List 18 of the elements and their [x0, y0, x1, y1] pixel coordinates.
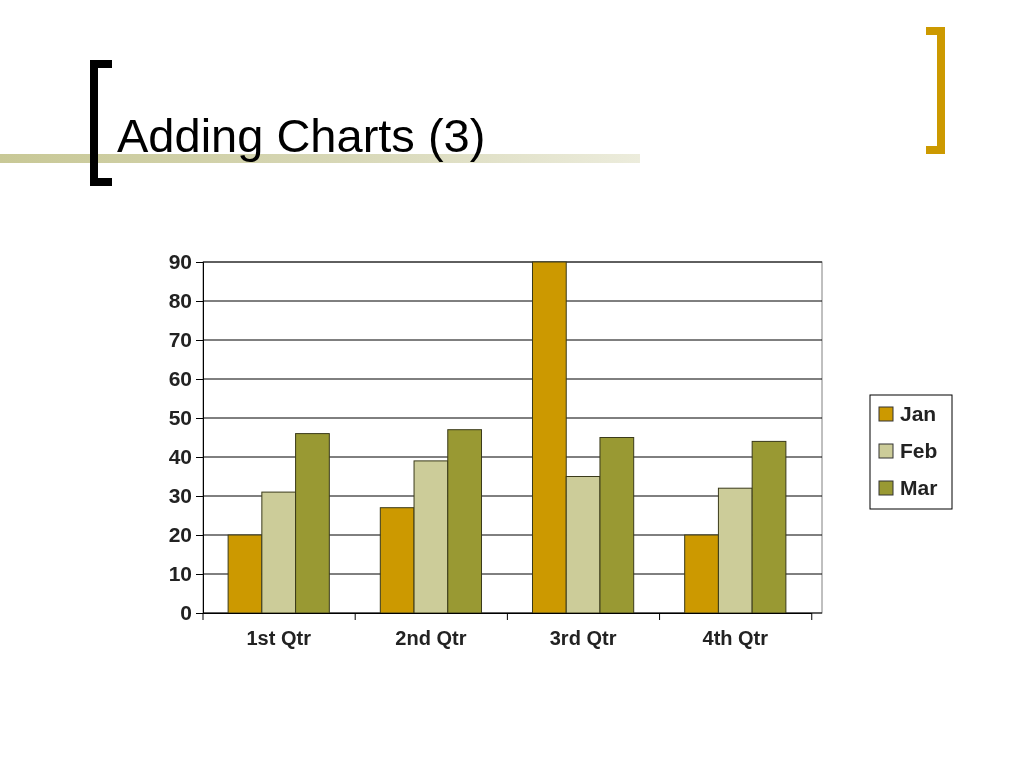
- chart-title: Adding Charts (3): [117, 109, 486, 162]
- y-tick-label: 90: [168, 250, 192, 274]
- legend-label: Mar: [900, 476, 938, 499]
- y-tick-label: 20: [168, 523, 192, 547]
- y-tick-label: 40: [168, 445, 192, 469]
- y-tick-label: 80: [168, 289, 192, 313]
- x-tick-label: 4th Qtr: [702, 627, 769, 650]
- y-tick-label: 10: [168, 562, 192, 586]
- y-tick-label: 60: [168, 367, 192, 391]
- y-tick-label: 30: [168, 484, 192, 508]
- x-tick-label: 3rd Qtr: [549, 627, 617, 650]
- y-tick-label: 50: [168, 406, 192, 430]
- legend-label: Feb: [900, 439, 938, 462]
- legend-label: Jan: [900, 402, 937, 425]
- y-tick-label: 0: [180, 601, 192, 625]
- x-tick-label: 2nd Qtr: [395, 627, 467, 650]
- y-tick-label: 70: [168, 328, 192, 352]
- x-tick-label: 1st Qtr: [246, 627, 312, 650]
